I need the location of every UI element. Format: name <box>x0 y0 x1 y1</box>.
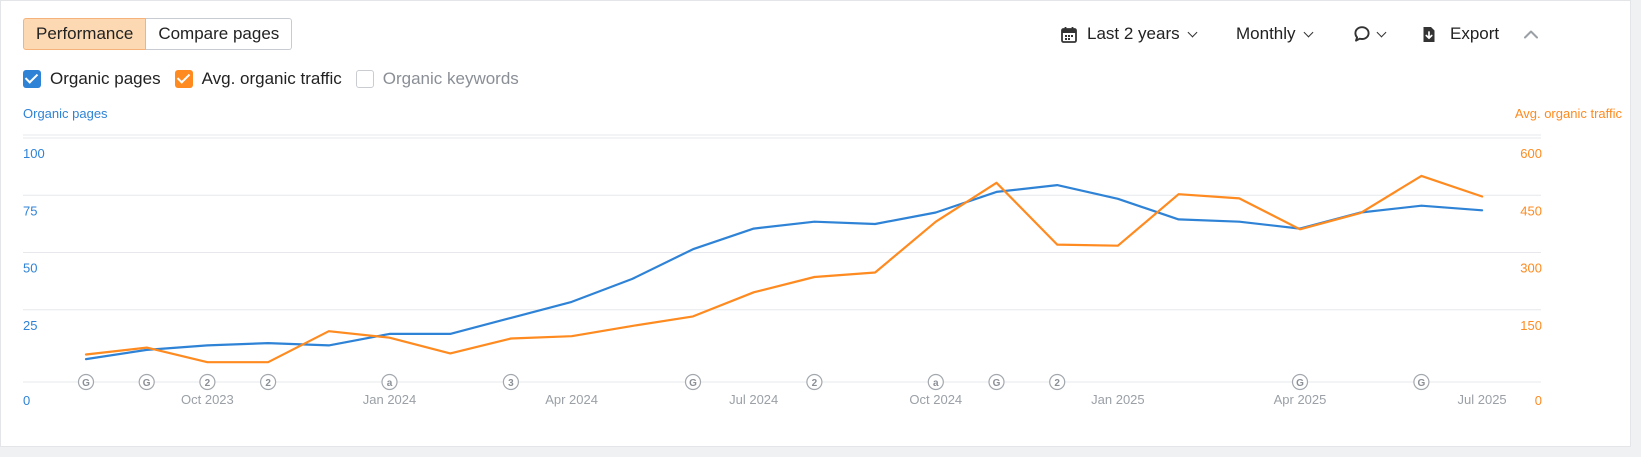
y-tick-label-left: 100 <box>23 146 45 161</box>
annotation-marker <box>927 373 944 391</box>
calendar-icon <box>1061 26 1077 43</box>
y-tick-label-right: 450 <box>1520 203 1542 218</box>
organic-keywords-checkbox[interactable] <box>355 70 374 88</box>
y-tick-label-right: 150 <box>1520 318 1542 333</box>
annotation-marker <box>138 373 155 391</box>
annotation-marker <box>684 373 702 391</box>
organic-pages-checkbox[interactable] <box>23 70 41 88</box>
annotation-marker <box>381 373 398 391</box>
legend-organic-pages[interactable]: Organic pages <box>23 69 161 89</box>
annotation-marker <box>1049 373 1066 391</box>
legend-label: Organic pages <box>50 69 161 88</box>
annotation-label: G <box>1418 378 1426 389</box>
right-axis-title: Avg. organic traffic <box>1514 106 1622 121</box>
tab-compare-pages[interactable]: Compare pages <box>146 18 293 50</box>
granularity-label: Monthly <box>1236 24 1296 43</box>
y-tick-label-left: 0 <box>23 393 30 408</box>
annotation-marker <box>260 373 277 391</box>
x-tick-label: Jul 2024 <box>729 392 778 407</box>
legend-label: Organic keywords <box>382 69 519 88</box>
x-tick-label: Apr 2024 <box>545 392 598 407</box>
annotation-label: G <box>993 378 1001 389</box>
annotation-label: a <box>933 378 939 389</box>
date-range-dropdown[interactable]: Last 2 years <box>1061 18 1198 50</box>
date-range-label: Last 2 years <box>1087 24 1180 43</box>
x-tick-label: Jan 2024 <box>363 392 417 407</box>
annotation-marker <box>1413 373 1430 391</box>
annotation-marker <box>1291 373 1309 391</box>
y-tick-label-right: 0 <box>1535 393 1542 408</box>
view-tabs: Performance Compare pages <box>23 18 293 50</box>
x-tick-label: Apr 2025 <box>1274 392 1327 407</box>
annotation-label: 2 <box>265 378 271 389</box>
annotation-marker <box>502 373 519 391</box>
annotation-marker <box>199 373 216 391</box>
annotation-marker <box>77 373 95 391</box>
avg-organic-traffic-checkbox[interactable] <box>174 70 193 88</box>
comment-icon <box>1354 26 1370 42</box>
x-tick-label: Jul 2025 <box>1458 392 1507 407</box>
legend-organic-keywords[interactable]: Organic keywords <box>355 69 519 89</box>
annotation-marker <box>806 373 823 391</box>
annotation-label: G <box>1296 378 1304 389</box>
tab-performance[interactable]: Performance <box>23 18 147 50</box>
series-legend: Organic pages Avg. organic traffic Organ… <box>23 68 533 90</box>
performance-card: Performance Compare pages Last 2 years M… <box>0 0 1631 447</box>
y-tick-label-right: 600 <box>1520 146 1542 161</box>
annotation-marker <box>988 373 1005 391</box>
export-button[interactable]: Export <box>1422 18 1499 50</box>
annotation-label: 3 <box>508 378 514 389</box>
annotation-label: G <box>143 378 151 389</box>
chevron-down-icon <box>1303 27 1313 37</box>
collapse-button[interactable] <box>1523 18 1539 50</box>
series-line-organic-pages <box>84 184 1484 361</box>
annotation-label: 2 <box>205 378 211 389</box>
y-tick-label-left: 75 <box>23 203 37 218</box>
y-tick-label-left: 25 <box>23 318 37 333</box>
chevron-down-icon <box>1376 27 1387 37</box>
export-icon <box>1423 26 1435 42</box>
legend-label: Avg. organic traffic <box>201 69 342 88</box>
comments-dropdown[interactable] <box>1353 18 1387 50</box>
y-tick-label-right: 300 <box>1520 261 1542 276</box>
chevron-up-icon <box>1524 30 1538 39</box>
legend-avg-organic-traffic[interactable]: Avg. organic traffic <box>174 69 342 89</box>
annotation-label: a <box>387 378 393 389</box>
y-tick-label-left: 50 <box>23 261 37 276</box>
left-axis-title: Organic pages <box>23 106 108 121</box>
annotation-label: 2 <box>1054 378 1060 389</box>
x-tick-label: Jan 2025 <box>1091 392 1145 407</box>
annotation-label: 2 <box>812 378 818 389</box>
annotation-label: G <box>689 378 697 389</box>
annotation-label: G <box>82 378 90 389</box>
chart-toolbar: Last 2 years Monthly Export <box>1 18 1632 50</box>
series-line-avg-organic-traffic <box>84 174 1484 364</box>
x-tick-label: Oct 2023 <box>181 392 234 407</box>
x-tick-label: Oct 2024 <box>909 392 962 407</box>
export-label: Export <box>1450 24 1500 43</box>
chevron-down-icon <box>1187 27 1198 37</box>
granularity-dropdown[interactable]: Monthly <box>1236 18 1313 50</box>
